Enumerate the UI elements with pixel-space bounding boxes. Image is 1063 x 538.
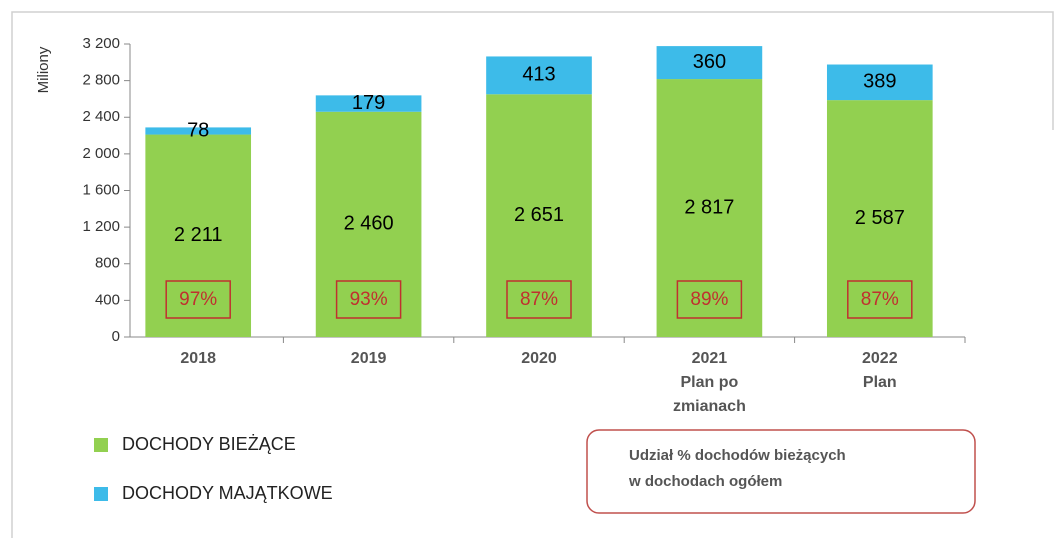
bar-segment: [656, 46, 763, 80]
bar-segment: [315, 95, 422, 112]
x-tick-label: zmianach: [673, 398, 746, 415]
y-tick-label: 0: [112, 328, 120, 345]
x-tick-label: Plan: [863, 374, 897, 391]
frame: [11, 11, 1054, 538]
data-label: 389: [863, 71, 896, 93]
share-label: 87%: [520, 289, 558, 310]
y-tick-label: 2 400: [82, 108, 120, 125]
share-label: 89%: [690, 289, 728, 310]
legend-swatch: [94, 438, 108, 452]
x-tick-label: 2022: [862, 350, 898, 367]
share-label: 87%: [861, 289, 899, 310]
data-label: 2 587: [855, 207, 905, 229]
legend-label: DOCHODY BIEŻĄCE: [122, 434, 296, 454]
data-label: 360: [693, 51, 726, 73]
annotation-box: [586, 429, 976, 514]
data-label: 2 460: [344, 213, 394, 235]
bar-segment: [656, 79, 763, 338]
annotation-text: Udział % dochodów bieżących: [629, 447, 846, 464]
bar-segment: [486, 56, 592, 95]
y-tick-label: 2 000: [82, 145, 120, 162]
bar-segment: [145, 127, 252, 135]
y-tick-label: 1 600: [82, 181, 120, 198]
annotation-text: w dochodach ogółem: [628, 473, 782, 490]
x-tick-label: 2018: [180, 350, 216, 367]
x-tick-label: 2020: [521, 350, 557, 367]
x-tick-label: 2021: [692, 350, 728, 367]
y-tick-label: 400: [95, 291, 120, 308]
data-label: 179: [352, 92, 385, 114]
x-tick-label: 2019: [351, 350, 387, 367]
bar-segment: [826, 64, 933, 101]
bar-segment: [145, 134, 252, 337]
data-label: 2 651: [514, 204, 564, 226]
y-tick-label: 800: [95, 255, 120, 272]
data-label: 2 211: [174, 224, 223, 246]
share-box: [165, 280, 231, 319]
share-box: [335, 280, 402, 319]
share-label: 93%: [350, 289, 388, 310]
share-box: [506, 280, 572, 319]
share-label: 97%: [179, 289, 217, 310]
y-axis-label: Miliony: [35, 46, 52, 93]
y-tick-label: 2 800: [82, 72, 120, 89]
bar-segment: [826, 100, 933, 338]
bar-segment: [486, 94, 592, 337]
bar-segment: [315, 111, 422, 337]
x-tick-label: Plan po: [681, 374, 739, 391]
legend-swatch: [94, 487, 108, 501]
y-tick-label: 3 200: [82, 35, 120, 52]
share-box: [847, 280, 913, 319]
y-tick-label: 1 200: [82, 218, 120, 235]
data-label: 78: [187, 119, 209, 141]
data-label: 2 817: [684, 196, 734, 218]
share-box: [676, 280, 743, 319]
data-label: 413: [522, 64, 555, 86]
legend-label: DOCHODY MAJĄTKOWE: [122, 483, 333, 503]
